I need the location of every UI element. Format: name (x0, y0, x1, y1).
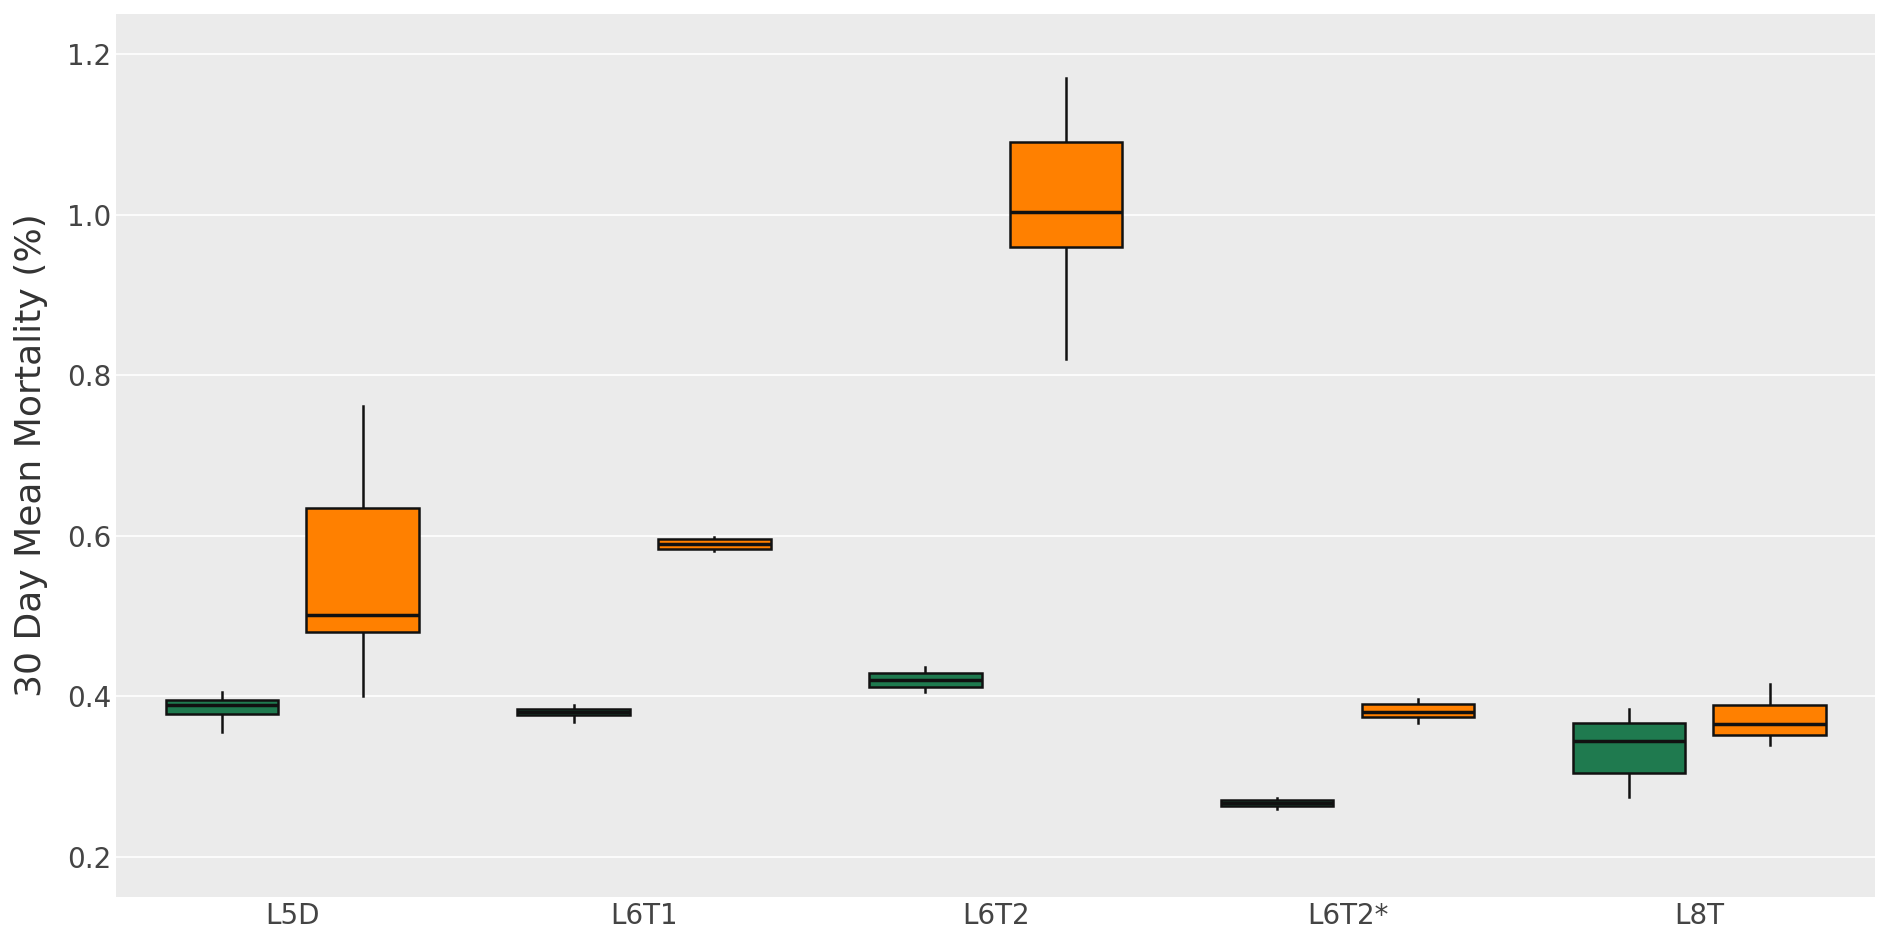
FancyBboxPatch shape (1220, 801, 1334, 805)
FancyBboxPatch shape (657, 539, 771, 548)
FancyBboxPatch shape (1574, 723, 1685, 773)
FancyBboxPatch shape (869, 673, 982, 687)
FancyBboxPatch shape (306, 508, 419, 632)
FancyBboxPatch shape (166, 700, 278, 715)
FancyBboxPatch shape (1362, 703, 1473, 717)
FancyBboxPatch shape (518, 709, 629, 715)
Y-axis label: 30 Day Mean Mortality (%): 30 Day Mean Mortality (%) (13, 213, 47, 698)
FancyBboxPatch shape (1713, 704, 1827, 735)
FancyBboxPatch shape (1011, 143, 1122, 246)
